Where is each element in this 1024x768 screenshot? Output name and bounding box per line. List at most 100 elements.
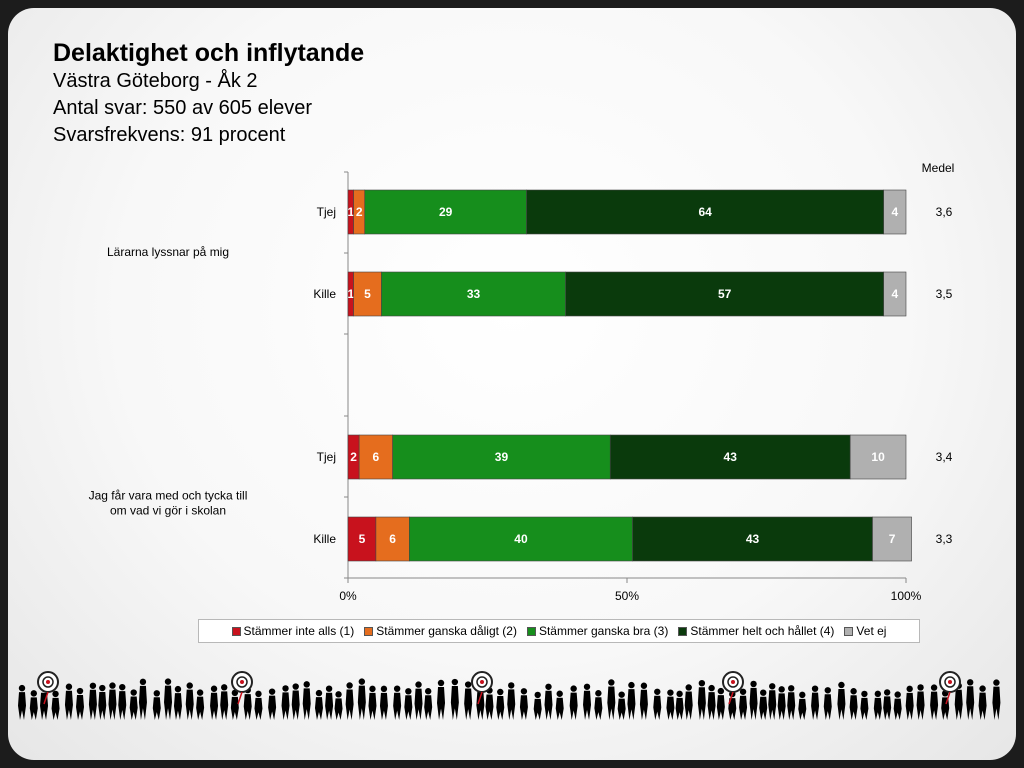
legend-item: Stämmer helt och hållet (4)	[678, 624, 834, 638]
subtitle-response-rate: Svarsfrekvens: 91 procent	[53, 124, 286, 146]
person-body-icon	[18, 692, 26, 720]
person-head-icon	[268, 688, 276, 695]
bar-data-label: 39	[495, 450, 509, 464]
mean-value: 3,6	[936, 205, 953, 219]
chart-legend: Stämmer inte alls (1) Stämmer ganska dåli…	[198, 619, 920, 643]
person-head-icon	[769, 683, 776, 690]
person-body-icon	[496, 695, 505, 720]
legend-label: Stämmer helt och hållet (4)	[690, 624, 835, 638]
person-body-icon	[739, 695, 748, 720]
person-head-icon	[685, 684, 692, 691]
person-head-icon	[210, 685, 218, 692]
legend-label: Stämmer inte alls (1)	[243, 624, 355, 638]
row-label: Tjej	[317, 205, 336, 219]
person-head-icon	[292, 683, 299, 690]
bar-data-label: 6	[389, 532, 396, 546]
person-body-icon	[653, 695, 662, 720]
bar-segment	[883, 271, 907, 317]
person-body-icon	[210, 692, 219, 720]
target-center-icon	[240, 680, 244, 684]
person-head-icon	[628, 681, 635, 689]
bar-data-label: 6	[373, 450, 380, 464]
mean-value: 3,4	[936, 450, 953, 464]
person-head-icon	[667, 689, 674, 696]
target-center-icon	[948, 680, 952, 684]
question-label: om vad vi gör i skolan	[110, 504, 226, 518]
person-head-icon	[437, 679, 445, 687]
person-head-icon	[966, 679, 974, 686]
bar-segment	[526, 189, 884, 235]
target-pointer-icon	[728, 691, 734, 705]
person-head-icon	[618, 691, 625, 698]
person-head-icon	[824, 687, 831, 694]
person-head-icon	[464, 681, 472, 688]
person-body-icon	[357, 685, 366, 720]
person-head-icon	[196, 689, 204, 696]
person-head-icon	[282, 685, 289, 692]
bar-data-label: 10	[871, 450, 885, 464]
bar-data-label: 43	[724, 450, 738, 464]
person-head-icon	[393, 685, 401, 692]
legend-label: Vet ej	[856, 624, 887, 638]
bar-segment	[353, 271, 382, 317]
person-head-icon	[640, 682, 648, 689]
subtitle-responses: Antal svar: 550 av 605 elever	[53, 97, 313, 119]
person-head-icon	[799, 691, 806, 699]
row-label: Kille	[313, 287, 336, 301]
person-head-icon	[119, 683, 126, 691]
person-body-icon	[302, 688, 311, 720]
legend-item: Stämmer ganska dåligt (2)	[364, 624, 517, 638]
person-body-icon	[281, 692, 290, 720]
person-head-icon	[99, 684, 106, 692]
legend-swatch	[844, 626, 854, 636]
person-head-icon	[89, 682, 97, 689]
person-body-icon	[196, 696, 205, 720]
person-head-icon	[698, 679, 706, 687]
person-head-icon	[325, 685, 333, 692]
person-body-icon	[464, 688, 473, 720]
bar-data-label: 5	[364, 287, 371, 301]
x-tick-label: 0%	[339, 589, 357, 603]
person-body-icon	[507, 689, 516, 720]
target-pointer-icon	[43, 691, 49, 705]
person-body-icon	[823, 694, 832, 720]
person-head-icon	[595, 690, 602, 697]
person-body-icon	[749, 687, 758, 720]
person-head-icon	[556, 690, 563, 697]
person-body-icon	[941, 697, 950, 720]
legend-item: Vet ej	[844, 624, 886, 638]
person-head-icon	[497, 688, 504, 696]
bar-data-label: 57	[718, 287, 732, 301]
person-body-icon	[129, 696, 138, 720]
person-body-icon	[787, 692, 796, 720]
person-head-icon	[930, 684, 938, 691]
target-ring-icon	[236, 676, 248, 688]
person-head-icon	[906, 685, 913, 693]
person-body-icon	[954, 689, 963, 720]
person-head-icon	[303, 681, 310, 688]
bar-segment	[364, 189, 527, 235]
bar-data-label: 5	[359, 532, 366, 546]
person-head-icon	[534, 691, 541, 699]
person-body-icon	[893, 698, 902, 720]
person-body-icon	[345, 689, 354, 720]
person-body-icon	[759, 696, 768, 720]
bar-segment	[632, 516, 873, 562]
target-ring-icon	[476, 676, 488, 688]
person-head-icon	[874, 690, 882, 698]
person-body-icon	[268, 695, 277, 720]
person-body-icon	[883, 696, 892, 720]
person-head-icon	[760, 689, 767, 696]
person-body-icon	[777, 693, 786, 720]
bar-data-label: 2	[356, 205, 363, 219]
mean-value: 3,5	[936, 287, 953, 301]
bar-segment	[609, 434, 851, 480]
person-head-icon	[174, 685, 182, 693]
person-body-icon	[118, 691, 127, 720]
person-head-icon	[109, 682, 116, 689]
legend-swatch	[678, 626, 688, 636]
person-head-icon	[708, 684, 715, 692]
x-tick-label: 50%	[615, 589, 639, 603]
person-head-icon	[676, 690, 683, 698]
person-body-icon	[368, 692, 377, 720]
